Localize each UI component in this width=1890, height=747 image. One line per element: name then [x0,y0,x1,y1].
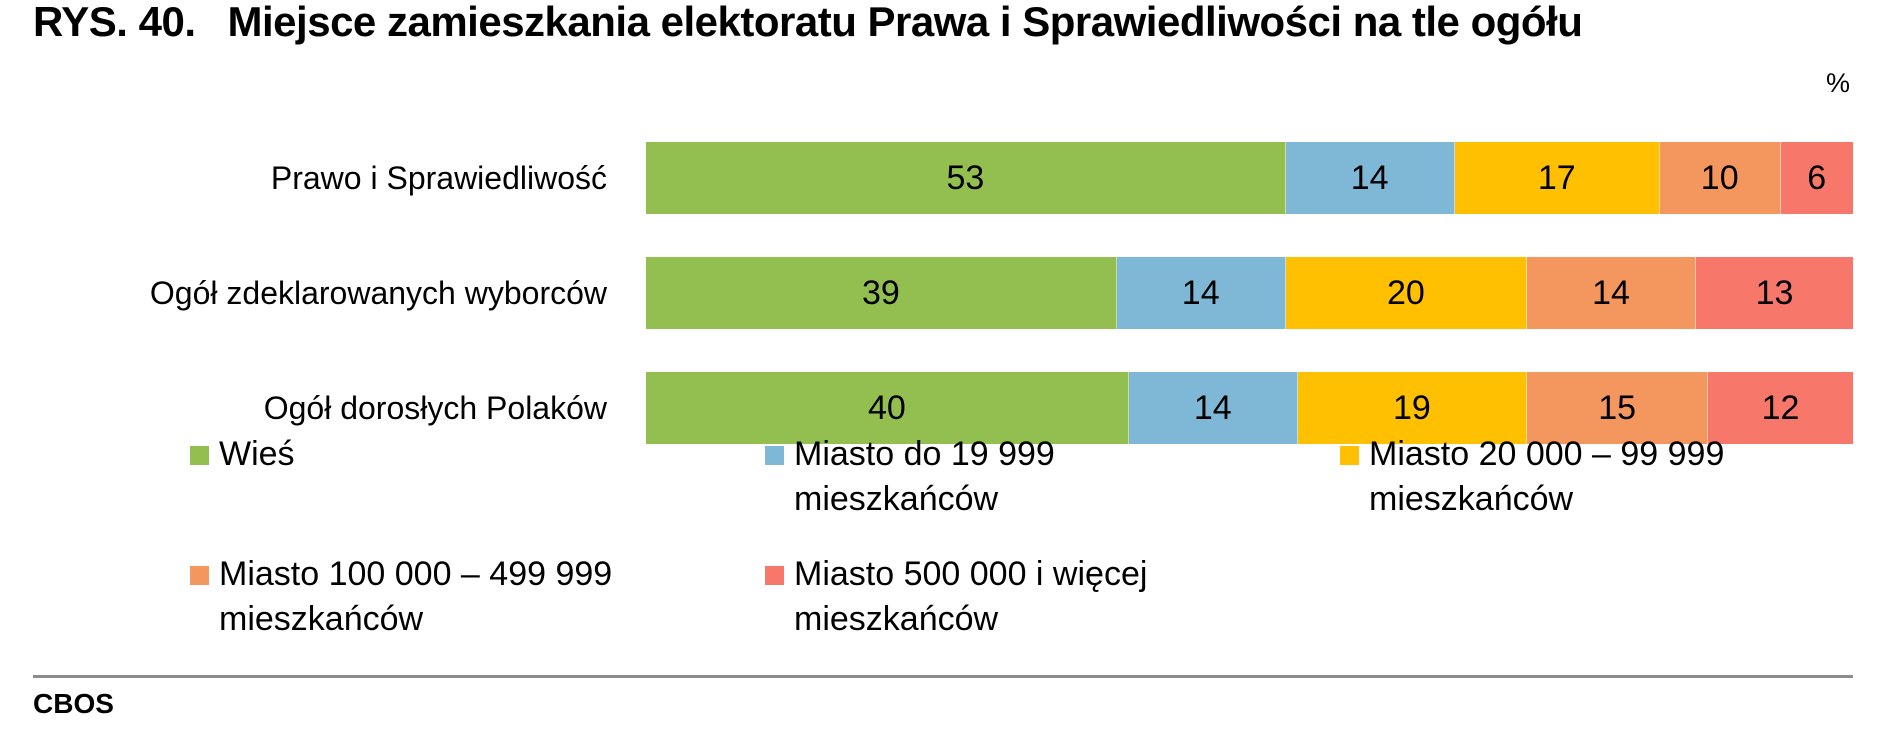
legend-label-line2: mieszkańców [1369,480,1574,518]
source-label: CBOS [33,688,114,719]
bar-segment-wies: 53 [646,142,1286,214]
legend-swatch-icon [190,446,209,465]
bar-segment-miasto-20000-99999: 20 [1285,257,1528,329]
bar-segment-miasto-500000-plus: 12 [1708,372,1853,444]
figure-number: RYS. 40. [33,0,196,45]
legend-swatch-icon [190,566,209,585]
legend-label-line2: mieszkańców [794,600,999,638]
legend-swatch-icon [1340,446,1359,465]
bar-segment-miasto-do-19999: 14 [1285,142,1455,214]
legend-item-miasto-20000-99999: Miasto 20 000 – 99 999 mieszkańców [1340,432,1724,522]
stacked-bar: 40 14 19 15 12 [646,372,1853,444]
legend-label: Miasto 20 000 – 99 999 [1369,435,1725,473]
bar-segment-miasto-20000-99999: 19 [1297,372,1528,444]
footer-divider [33,675,1853,678]
legend-label: Miasto do 19 999 [794,435,1055,473]
legend-label: Miasto 100 000 – 499 999 [219,555,613,593]
bar-segment-miasto-500000-plus: 6 [1780,142,1853,214]
chart-title: RYS. 40. Miejsce zamieszkania elektoratu … [33,0,1583,46]
legend-swatch-icon [765,446,784,465]
bar-segment-miasto-20000-99999: 17 [1454,142,1660,214]
bar-segment-miasto-100000-499999: 14 [1527,257,1697,329]
stacked-bar: 39 14 20 14 13 [646,257,1853,329]
legend-item-miasto-100000-499999: Miasto 100 000 – 499 999 mieszkańców [190,552,612,642]
bar-segment-wies: 39 [646,257,1117,329]
unit-label: % [1826,68,1851,98]
legend-label: Wieś [219,435,295,473]
legend-label: Miasto 500 000 i więcej [794,555,1148,593]
row-label: Ogół dorosłych Polaków [263,390,607,426]
legend-item-miasto-500000-plus: Miasto 500 000 i więcej mieszkańców [765,552,1147,642]
stacked-bar: 53 14 17 10 6 [646,142,1853,214]
bar-segment-miasto-500000-plus: 13 [1696,257,1853,329]
legend-label-line2: mieszkańców [794,480,999,518]
bar-segment-miasto-do-19999: 14 [1116,257,1286,329]
figure-title: Miejsce zamieszkania elektoratu Prawa i … [227,0,1583,45]
bar-segment-miasto-100000-499999: 15 [1527,372,1709,444]
bar-segment-miasto-100000-499999: 10 [1659,142,1781,214]
row-label: Ogół zdeklarowanych wyborców [149,275,607,311]
bar-segment-wies: 40 [646,372,1129,444]
bar-segment-miasto-do-19999: 14 [1128,372,1298,444]
row-label: Prawo i Sprawiedliwość [270,160,607,196]
legend-label-line2: mieszkańców [219,600,424,638]
legend-item-wies: Wieś [190,432,295,477]
legend-swatch-icon [765,566,784,585]
legend-item-miasto-do-19999: Miasto do 19 999 mieszkańców [765,432,1055,522]
